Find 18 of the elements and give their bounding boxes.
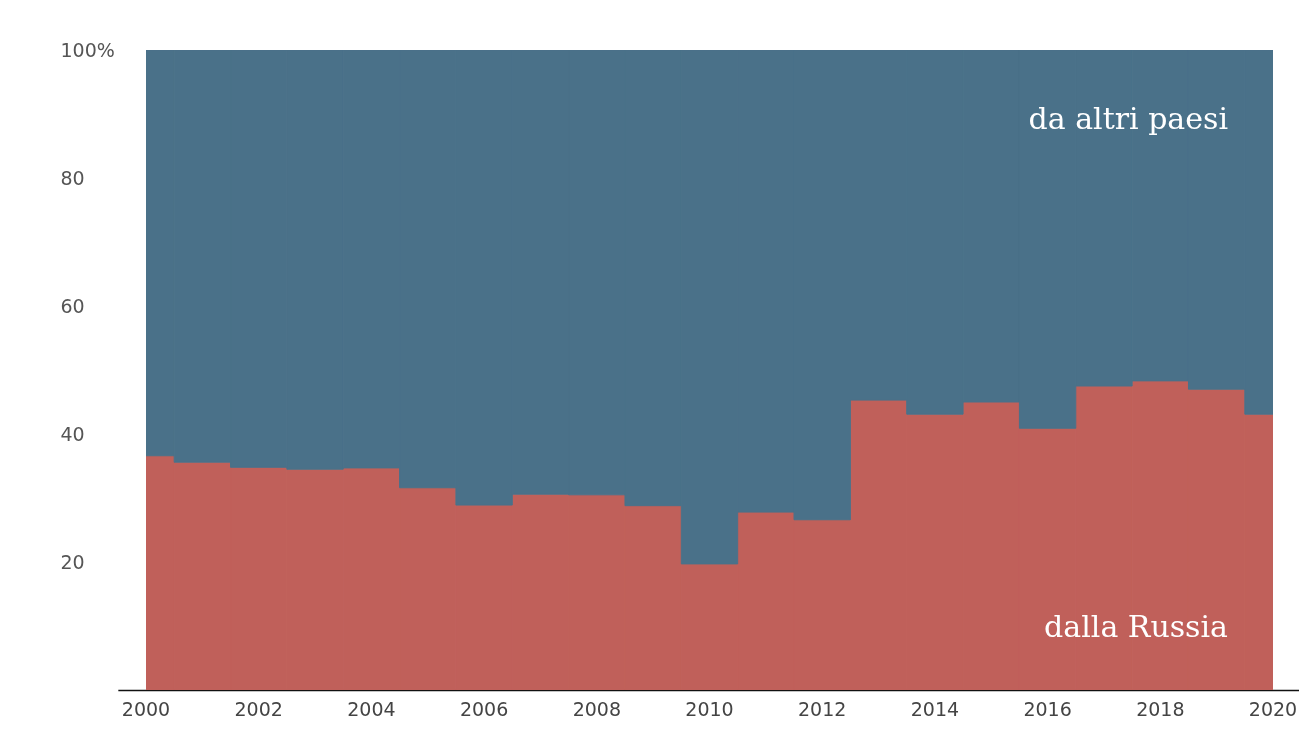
series-label: da altri paesi <box>1028 101 1228 136</box>
y-tick-label: 100% <box>60 38 115 61</box>
y-tick-label: 20 <box>60 550 85 573</box>
x-tick-label: 2018 <box>1136 697 1185 720</box>
x-tick-label: 2016 <box>1023 697 1072 720</box>
x-tick-label: 2006 <box>459 697 509 720</box>
x-tick-label: 2004 <box>347 697 396 720</box>
x-tick-label: 2010 <box>685 697 734 720</box>
y-tick-label: 60 <box>60 294 85 317</box>
x-tick-label: 2008 <box>572 697 621 720</box>
x-tick-label: 2002 <box>234 697 283 720</box>
y-tick-label: 80 <box>60 166 85 189</box>
x-tick-label: 2012 <box>798 697 847 720</box>
x-tick-label: 2014 <box>910 697 960 720</box>
y-tick-label: 40 <box>60 422 85 445</box>
series-label: dalla Russia <box>1044 609 1229 644</box>
x-tick-label: 2020 <box>1248 697 1298 720</box>
x-tick-label: 2000 <box>121 697 171 720</box>
